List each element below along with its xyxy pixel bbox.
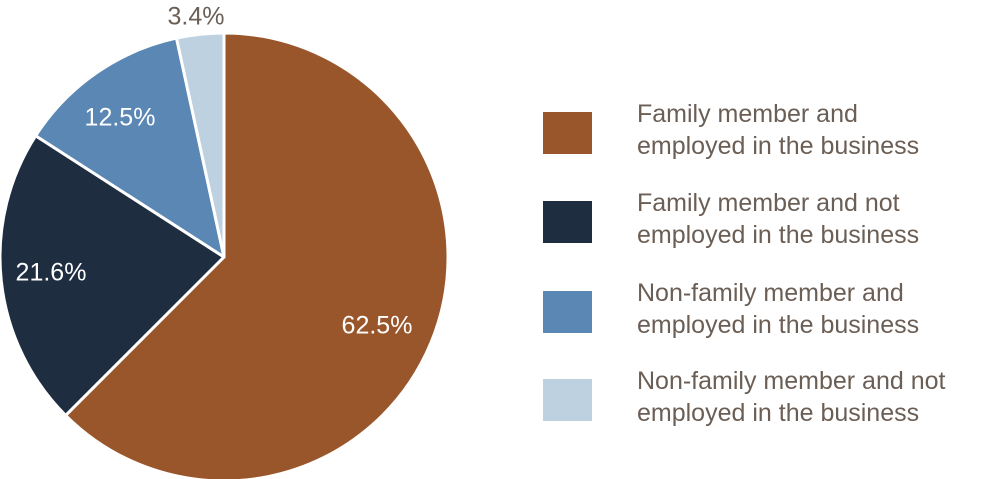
legend-item-nonfamily-not-employed: Non-family member and not employed in th… xyxy=(543,365,973,429)
label-family-not-employed: 21.6% xyxy=(16,259,87,287)
legend-label-line: Family member and not xyxy=(637,189,900,217)
legend-label-line: employed in the business xyxy=(637,399,920,427)
legend-swatch xyxy=(543,112,592,154)
legend-label: Family member and not employed in the bu… xyxy=(637,187,973,251)
label-nonfamily-not-employed: 3.4% xyxy=(168,3,225,31)
legend-label-line: employed in the business xyxy=(637,132,920,160)
slice-nonfamily-employed xyxy=(34,36,226,259)
legend-label-line: employed in the business xyxy=(637,221,920,249)
legend-item-nonfamily-employed: Non-family member and employed in the bu… xyxy=(543,277,973,341)
label-family-employed: 62.5% xyxy=(342,312,413,340)
pie-slices xyxy=(0,31,450,479)
pie-labels: 62.5% 21.6% 12.5% 3.4% xyxy=(16,3,413,340)
legend-swatch xyxy=(543,379,592,421)
legend-item-family-not-employed: Family member and not employed in the bu… xyxy=(543,187,973,251)
legend-label: Non-family member and employed in the bu… xyxy=(637,277,973,341)
legend-label: Non-family member and not employed in th… xyxy=(637,365,973,429)
legend-swatch xyxy=(543,201,592,243)
legend-item-family-employed: Family member and employed in the busine… xyxy=(543,98,973,162)
legend-label: Family member and employed in the busine… xyxy=(637,98,973,162)
label-nonfamily-employed: 12.5% xyxy=(85,104,156,132)
slice-family-employed xyxy=(64,31,450,479)
legend-label-line: employed in the business xyxy=(637,311,920,339)
legend-label-line: Family member and xyxy=(637,100,858,128)
legend-label-line: Non-family member and not xyxy=(637,367,946,395)
legend-label-line: Non-family member and xyxy=(637,279,904,307)
legend-swatch xyxy=(543,291,592,333)
slice-family-not-employed xyxy=(0,134,226,417)
slice-nonfamily-not-employed xyxy=(175,31,226,259)
